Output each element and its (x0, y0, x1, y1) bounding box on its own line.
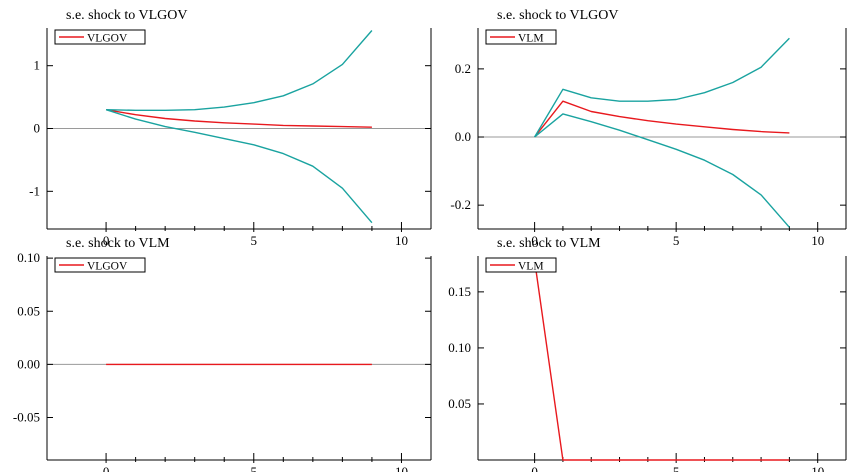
chart-panel-1: 0 5 10 -1 0 1 s.e. shock to VLGOV VLGOV (29, 8, 432, 248)
series-line-vlgov (105, 109, 372, 128)
chart-panel-2: 0 5 10 -0.2 0.0 0.2 s.e. shock to VLGOV VLM (450, 8, 847, 248)
lower-band-line (534, 113, 790, 228)
legend-box (485, 29, 557, 45)
y-tick-label: 1 (34, 58, 41, 73)
x-tick-label: 5 (673, 464, 680, 472)
x-tick-label: 5 (673, 233, 680, 248)
x-tick-label: 10 (811, 233, 824, 248)
y-tick-label: 0.2 (455, 61, 471, 76)
y-tick-label: 0.00 (17, 356, 40, 371)
y-tick-label: -1 (29, 183, 40, 198)
legend-label: VLGOV (87, 33, 128, 45)
x-tick-label: 10 (811, 464, 824, 472)
legend-box (485, 257, 557, 273)
chart-title: s.e. shock to VLGOV (497, 8, 618, 23)
y-tick-label: 0.05 (448, 396, 471, 411)
chart-panel-4: 0 5 10 0.05 0.10 0.15 s.e. shock to VLM VLM (448, 236, 847, 472)
x-tick-label: 0 (103, 233, 110, 248)
upper-band-line (533, 37, 790, 138)
chart-title: s.e. shock to VLM (66, 236, 170, 251)
x-tick-label: 5 (251, 233, 258, 248)
x-tick-label: 5 (251, 464, 258, 472)
upper-band-line (106, 30, 373, 112)
legend-label: VLGOV (87, 261, 128, 273)
y-tick-label: -0.05 (13, 410, 40, 425)
y-tick-label: 0.0 (455, 129, 471, 144)
series-line-vlm (533, 260, 790, 461)
series-line-vlm (534, 100, 790, 138)
y-tick-label: 0.05 (17, 303, 40, 318)
x-tick-label: 10 (395, 233, 408, 248)
chart-title: s.e. shock to VLM (497, 236, 601, 251)
y-tick-label: 0.10 (17, 250, 40, 265)
y-tick-label: 0.15 (448, 284, 471, 299)
y-tick-label: 0.10 (448, 340, 471, 355)
legend-box (54, 29, 146, 45)
chart-panel-3: 0 5 10 -0.05 0.00 0.05 0.10 s.e. shock to VLM VL… (13, 236, 432, 472)
y-tick-label: 0 (34, 121, 41, 136)
legend-label: VLM (518, 261, 544, 273)
chart-title: s.e. shock to VLGOV (66, 8, 187, 23)
y-tick-label: -0.2 (450, 197, 471, 212)
lower-band-line (105, 109, 373, 224)
x-tick-label: 0 (531, 233, 538, 248)
x-tick-label: 10 (395, 464, 408, 472)
x-tick-label: 0 (531, 464, 538, 472)
legend-box (54, 257, 146, 273)
legend-label: VLM (518, 33, 544, 45)
x-tick-label: 0 (103, 464, 110, 472)
